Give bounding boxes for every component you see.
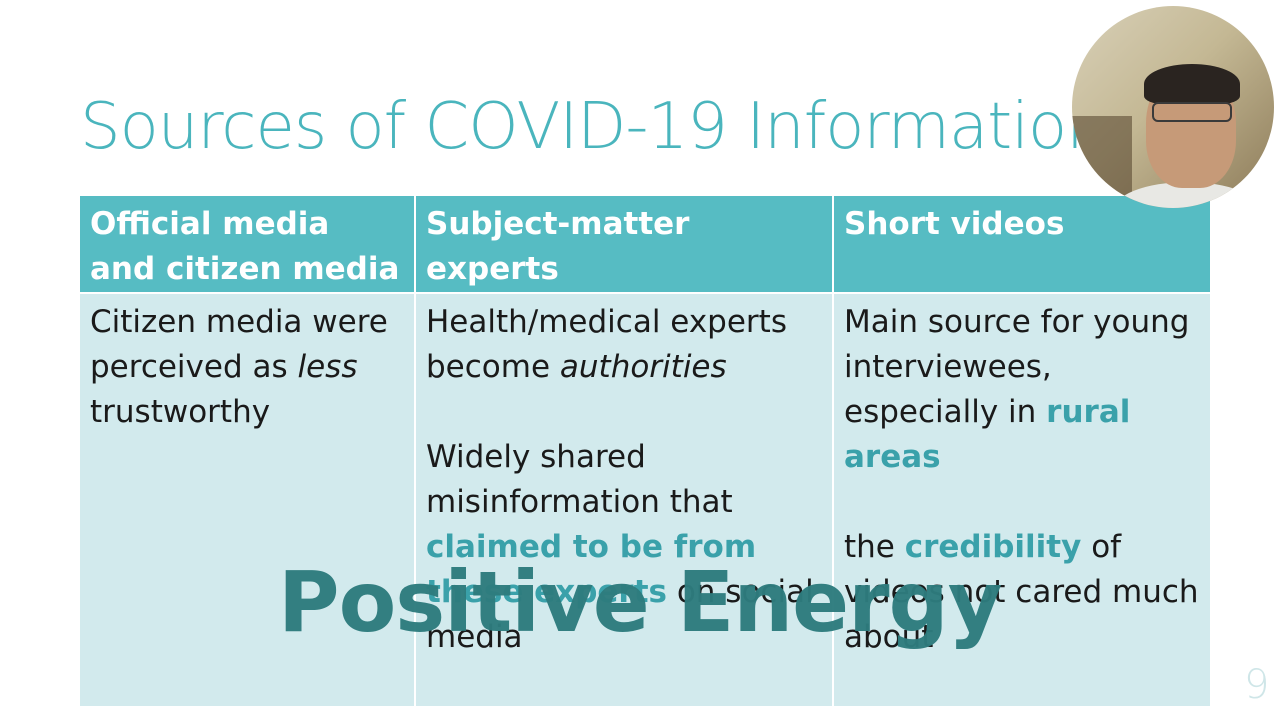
body-paragraph: Citizen media were perceived as less tru…: [90, 300, 404, 435]
column-short-videos: Short videos Main source for young inter…: [834, 196, 1210, 706]
body-text: Widely shared misinformation that: [426, 439, 733, 520]
column-experts: Subject-matter experts Health/medical ex…: [416, 196, 832, 706]
highlight-text: claimed to be from these experts: [426, 529, 757, 610]
body-paragraph: Main source for young interviewees, espe…: [844, 300, 1200, 480]
header-line: experts: [426, 251, 559, 287]
column-body: Health/medical experts become authoritie…: [416, 294, 832, 706]
body-paragraph: the credibility of videos not cared much…: [844, 525, 1200, 660]
body-paragraph: Widely shared misinformation that claime…: [426, 435, 822, 660]
body-text: of videos not cared much about: [844, 529, 1199, 655]
header-line: Subject-matter: [426, 206, 690, 242]
background-shadow: [1072, 116, 1132, 208]
presenter-hair: [1144, 64, 1240, 104]
column-header: Subject-matter experts: [416, 196, 832, 292]
header-line: Short videos: [844, 206, 1065, 242]
highlight-text: credibility: [904, 529, 1082, 565]
page-number: 9: [1244, 662, 1270, 708]
column-body: Citizen media were perceived as less tru…: [80, 294, 414, 706]
column-official-media: Official media and citizen media Citizen…: [80, 196, 414, 706]
column-header: Short videos: [834, 196, 1210, 292]
emphasis-text: less: [297, 349, 358, 385]
body-text: trustworthy: [90, 394, 271, 430]
body-text: Main source for young interviewees, espe…: [844, 304, 1190, 430]
body-text: Citizen media were perceived as: [90, 304, 388, 385]
body-text: on social media: [426, 574, 814, 655]
positive-energy-overlay: Positive Energy: [278, 553, 1002, 651]
header-line: Official media: [90, 206, 330, 242]
body-paragraph: Health/medical experts become authoritie…: [426, 300, 822, 390]
emphasis-text: authorities: [559, 349, 727, 385]
presenter-webcam-icon: [1072, 6, 1274, 208]
sources-table: Official media and citizen media Citizen…: [80, 196, 1210, 706]
presenter-glasses: [1152, 102, 1232, 122]
column-body: Main source for young interviewees, espe…: [834, 294, 1210, 706]
column-header: Official media and citizen media: [80, 196, 414, 292]
paragraph-gap: [844, 480, 1200, 525]
header-line: and citizen media: [90, 251, 400, 287]
body-text: Health/medical experts become: [426, 304, 787, 385]
body-text: the: [844, 529, 905, 565]
slide-title: Sources of COVID-19 Information: [80, 90, 1107, 164]
highlight-text: rural areas: [844, 394, 1131, 475]
paragraph-gap: [426, 390, 822, 435]
